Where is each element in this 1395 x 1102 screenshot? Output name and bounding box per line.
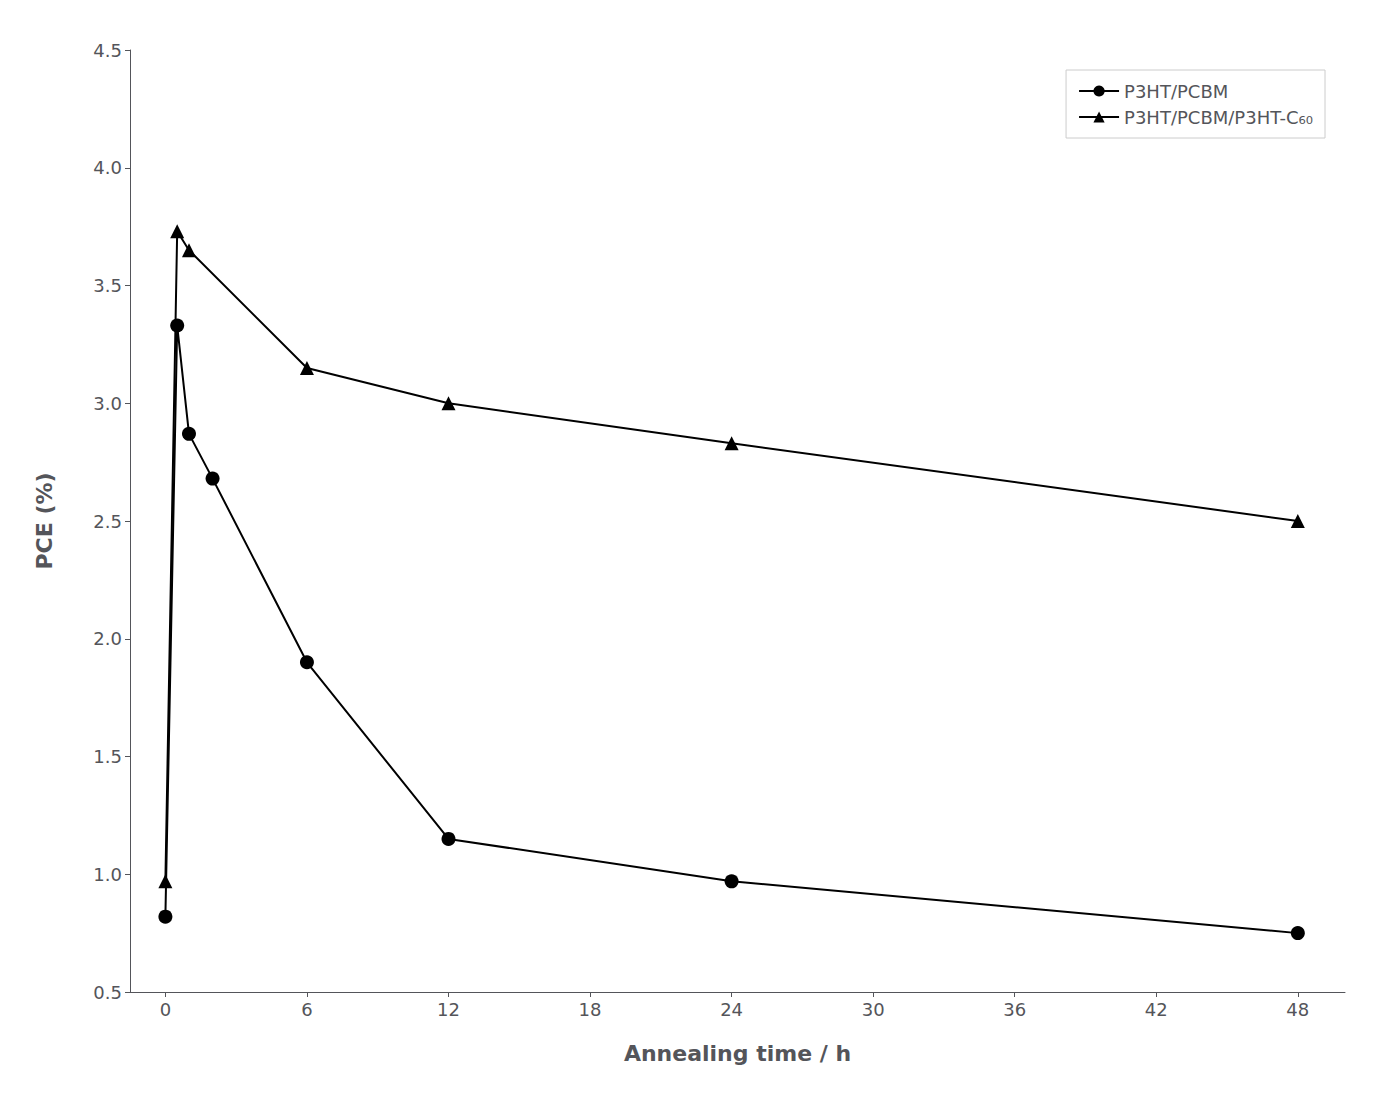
svg-text:3.5: 3.5 (93, 275, 122, 296)
svg-text:Annealing time / h: Annealing time / h (624, 1041, 851, 1066)
svg-text:42: 42 (1145, 999, 1168, 1020)
svg-text:P3HT/PCBM/P3HT-C₆₀: P3HT/PCBM/P3HT-C₆₀ (1124, 107, 1313, 128)
svg-text:4.5: 4.5 (93, 40, 122, 61)
svg-text:P3HT/PCBM: P3HT/PCBM (1124, 81, 1228, 102)
svg-text:12: 12 (437, 999, 460, 1020)
svg-text:0.5: 0.5 (93, 982, 122, 1003)
svg-text:3.0: 3.0 (93, 393, 122, 414)
svg-text:1.0: 1.0 (93, 864, 122, 885)
svg-text:PCE (%): PCE (%) (32, 472, 57, 569)
svg-text:0: 0 (160, 999, 171, 1020)
svg-text:24: 24 (720, 999, 743, 1020)
svg-text:6: 6 (301, 999, 312, 1020)
svg-text:4.0: 4.0 (93, 157, 122, 178)
svg-text:30: 30 (862, 999, 885, 1020)
svg-text:18: 18 (579, 999, 602, 1020)
svg-text:2.0: 2.0 (93, 628, 122, 649)
svg-text:36: 36 (1003, 999, 1026, 1020)
svg-text:2.5: 2.5 (93, 511, 122, 532)
svg-text:1.5: 1.5 (93, 746, 122, 767)
svg-text:48: 48 (1286, 999, 1309, 1020)
